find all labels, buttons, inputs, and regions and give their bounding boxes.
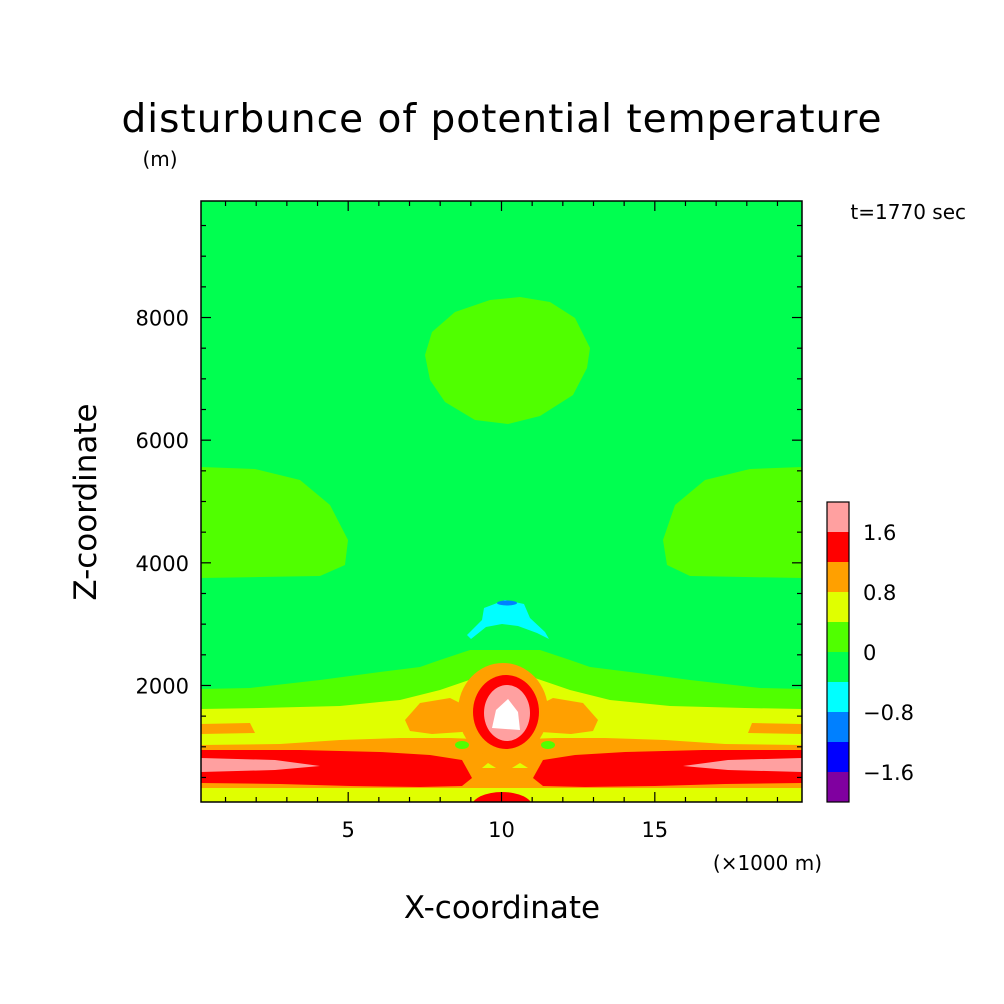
colorbar-swatch: [827, 592, 849, 622]
contour-fill: [425, 297, 590, 424]
y-unit-label: (m): [142, 147, 177, 171]
colorbar-tick-label: 0.8: [863, 581, 896, 605]
colorbar-swatch: [827, 742, 849, 772]
contour-fill: [201, 467, 348, 578]
contour-fill: [201, 750, 472, 787]
x-tick-label: 10: [488, 818, 515, 842]
x-tick-label: 5: [341, 818, 354, 842]
time-label: t=1770 sec: [850, 200, 966, 224]
y-tick-label: 6000: [136, 429, 189, 453]
contour-fill: [455, 741, 469, 749]
x-unit-label: (×1000 m): [713, 851, 822, 875]
contour-fill: [748, 723, 802, 734]
contour-fills: [201, 297, 802, 802]
contour-fill: [533, 750, 802, 787]
colorbar-swatch: [827, 562, 849, 592]
contour-fill: [541, 741, 555, 749]
y-tick-label: 4000: [136, 552, 189, 576]
contour-fill: [201, 758, 320, 772]
contour-fill: [663, 467, 802, 578]
colorbar-swatch: [827, 652, 849, 682]
colorbar-frame: [826, 501, 850, 803]
y-tick-label: 8000: [136, 307, 189, 331]
colorbar-swatch: [827, 502, 849, 532]
x-tick-label: 15: [641, 818, 668, 842]
x-axis-title: X-coordinate: [404, 890, 600, 926]
y-axis-title: Z-coordinate: [68, 403, 104, 600]
y-tick-label: 2000: [136, 674, 189, 698]
contour-fill: [467, 600, 549, 639]
colorbar-swatch: [827, 712, 849, 742]
colorbar-tick-label: 0: [863, 641, 876, 665]
colorbar: −1.6 −0.8 0 0.8 1.6: [826, 501, 914, 803]
colorbar-tick-label: −0.8: [863, 701, 914, 725]
contour-fill: [497, 600, 517, 606]
chart-title: disturbunce of potential temperature: [122, 97, 883, 142]
contour-fill: [512, 763, 528, 768]
colorbar-tick-label: −1.6: [863, 761, 914, 785]
colorbar-swatch: [827, 532, 849, 562]
colorbar-swatch: [827, 772, 849, 802]
plot-area: [201, 201, 802, 802]
colorbar-swatch: [827, 682, 849, 712]
contour-fill: [482, 763, 496, 768]
contour-fill: [201, 723, 255, 734]
colorbar-swatch: [827, 622, 849, 652]
y-axis: 2000 4000 6000 8000: [136, 224, 802, 779]
contour-fill: [683, 758, 802, 772]
colorbar-tick-label: 1.6: [863, 521, 896, 545]
x-axis: 5 10 15: [224, 201, 779, 842]
contour-fill: [492, 699, 520, 730]
